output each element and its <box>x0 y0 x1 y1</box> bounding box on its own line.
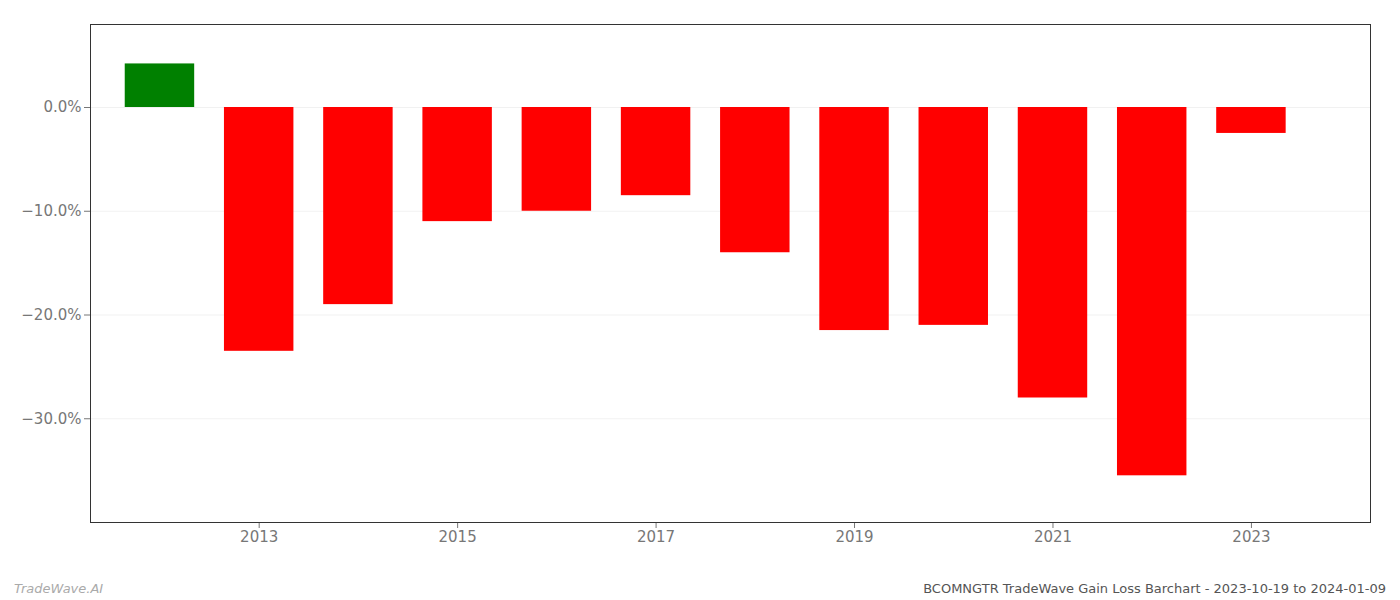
svg-text:2023: 2023 <box>1232 528 1270 546</box>
svg-text:2017: 2017 <box>637 528 675 546</box>
html-text:TradeWave.AI: TradeWave.AI <box>14 581 104 596</box>
svg-text:−30.0%: −30.0% <box>21 410 81 428</box>
svg-text:−20.0%: −20.0% <box>21 306 81 324</box>
html-text:BCOMNGTR TradeWave Gain Loss B: BCOMNGTR TradeWave Gain Loss Barchart - … <box>923 581 1386 596</box>
svg-text:2019: 2019 <box>835 528 873 546</box>
svg-text:−10.0%: −10.0% <box>21 202 81 220</box>
svg-text:2021: 2021 <box>1034 528 1072 546</box>
svg-text:0.0%: 0.0% <box>43 98 81 116</box>
svg-text:2015: 2015 <box>439 528 477 546</box>
svg-text:2013: 2013 <box>240 528 278 546</box>
